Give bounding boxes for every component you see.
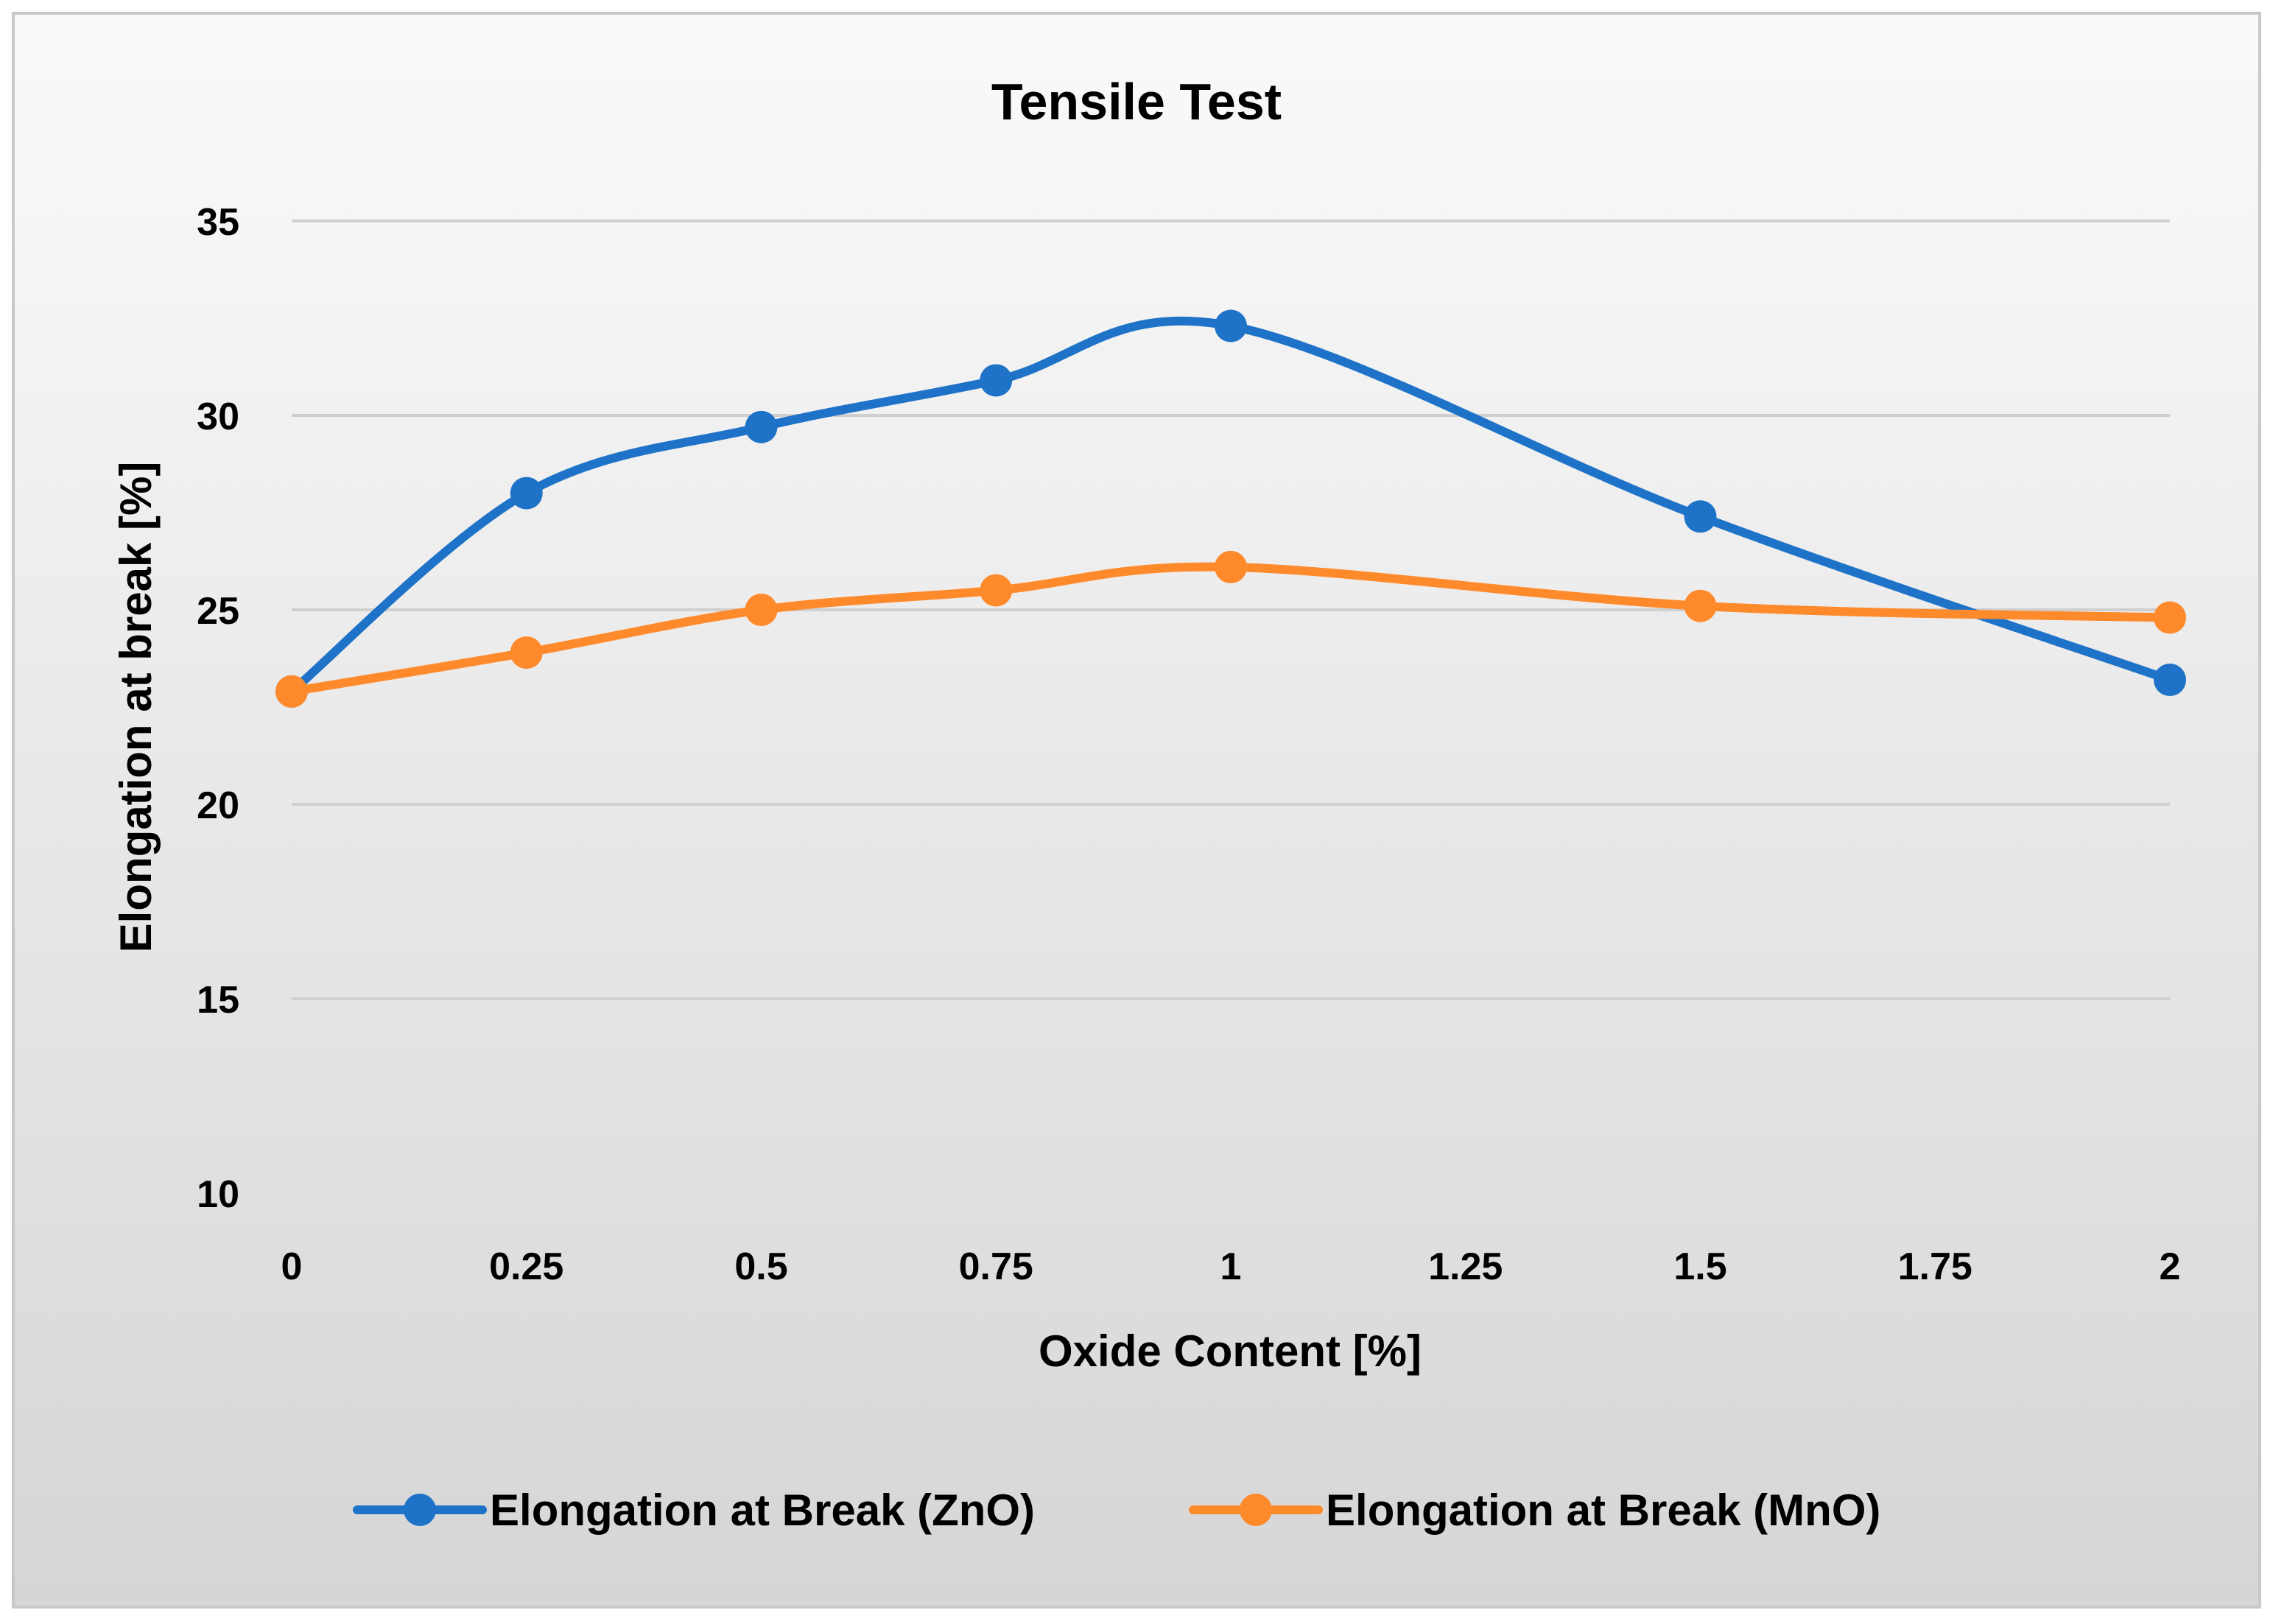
legend-swatch-marker-zno xyxy=(404,1494,436,1526)
legend-label-mno: Elongation at Break (MnO) xyxy=(1326,1486,1880,1535)
tick-layer: 10 15 20 25 30 35 0 0.25 0.5 0.75 1 1.25 1.5 1.75 2 xyxy=(197,201,2180,1288)
y-tick-label: 10 xyxy=(197,1173,239,1216)
data-point-zno xyxy=(1215,309,1247,342)
x-tick-label: 1 xyxy=(1220,1245,1242,1288)
data-point-zno xyxy=(510,477,543,510)
data-point-mno xyxy=(980,574,1013,607)
x-tick-label: 0.5 xyxy=(734,1245,787,1288)
x-tick-label: 1.75 xyxy=(1898,1245,1972,1288)
y-tick-label: 30 xyxy=(197,396,239,438)
chart-background xyxy=(12,12,2261,1609)
legend: Elongation at Break (ZnO) Elongation at … xyxy=(353,1486,1880,1535)
series-mno xyxy=(275,550,2186,708)
x-tick-label: 1.25 xyxy=(1428,1245,1503,1288)
data-point-mno xyxy=(1684,589,1717,622)
data-point-mno xyxy=(1215,550,1247,583)
grid-layer xyxy=(292,219,2170,1000)
data-point-mno xyxy=(2154,601,2186,634)
chart-title: Tensile Test xyxy=(991,73,1282,130)
data-point-mno xyxy=(275,675,308,708)
data-point-zno xyxy=(980,364,1013,397)
legend-item-zno[interactable]: Elongation at Break (ZnO) xyxy=(353,1486,1035,1535)
x-axis-title: Oxide Content [%] xyxy=(1039,1326,1422,1376)
x-tick-label: 0.25 xyxy=(489,1245,563,1288)
x-tick-label: 1.5 xyxy=(1673,1245,1726,1288)
y-tick-label: 35 xyxy=(197,201,239,244)
data-point-mno xyxy=(745,594,778,626)
x-tick-label: 0 xyxy=(281,1245,303,1288)
series-layer xyxy=(275,309,2186,708)
legend-label-zno: Elongation at Break (ZnO) xyxy=(490,1486,1035,1535)
x-tick-label: 0.75 xyxy=(959,1245,1033,1288)
data-point-zno xyxy=(745,410,778,443)
y-tick-label: 25 xyxy=(197,590,239,633)
y-axis-title: Elongation at break [%] xyxy=(111,462,161,953)
data-point-zno xyxy=(1684,500,1717,533)
legend-swatch-marker-mno xyxy=(1240,1494,1272,1526)
legend-item-mno[interactable]: Elongation at Break (MnO) xyxy=(1189,1486,1880,1535)
y-tick-label: 15 xyxy=(197,979,239,1022)
y-tick-label: 20 xyxy=(197,784,239,827)
x-tick-label: 2 xyxy=(2160,1245,2181,1288)
data-point-zno xyxy=(2154,664,2186,697)
data-point-mno xyxy=(510,636,543,669)
series-line-mno xyxy=(287,562,2174,696)
